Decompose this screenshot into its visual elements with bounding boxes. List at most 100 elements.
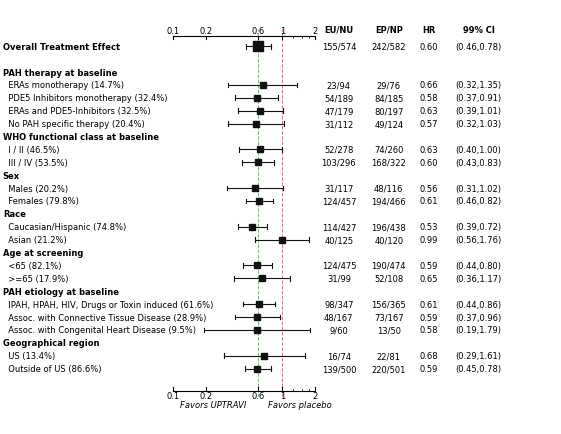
Text: 0.59: 0.59 — [420, 364, 438, 373]
Text: Overall Treatment Effect: Overall Treatment Effect — [3, 43, 120, 52]
Text: 0.1: 0.1 — [167, 27, 180, 36]
Text: 52/278: 52/278 — [324, 145, 353, 155]
Text: 194/466: 194/466 — [371, 197, 406, 206]
Text: 1: 1 — [280, 391, 285, 400]
Text: 0.1: 0.1 — [167, 391, 180, 400]
Text: 0.68: 0.68 — [419, 352, 438, 360]
Text: 48/116: 48/116 — [374, 184, 403, 193]
Text: 31/117: 31/117 — [324, 184, 353, 193]
Text: 139/500: 139/500 — [321, 364, 356, 373]
Text: (0.56,1.76): (0.56,1.76) — [456, 236, 502, 245]
Text: Favors placebo: Favors placebo — [268, 400, 332, 409]
Text: 29/76: 29/76 — [376, 81, 401, 90]
Text: (0.44,0.86): (0.44,0.86) — [456, 300, 502, 309]
Text: (0.46,0.82): (0.46,0.82) — [456, 197, 502, 206]
Text: Asian (21.2%): Asian (21.2%) — [3, 236, 67, 245]
Text: Assoc. with Congenital Heart Disease (9.5%): Assoc. with Congenital Heart Disease (9.… — [3, 326, 196, 335]
Text: 0.60: 0.60 — [420, 43, 438, 52]
Text: (0.19,1.79): (0.19,1.79) — [456, 326, 502, 335]
Text: 0.56: 0.56 — [420, 184, 438, 193]
Text: I / II (46.5%): I / II (46.5%) — [3, 145, 59, 155]
Text: EU/NU: EU/NU — [324, 26, 353, 35]
Text: 0.59: 0.59 — [420, 313, 438, 322]
Text: (0.44,0.80): (0.44,0.80) — [456, 261, 502, 270]
Text: 98/347: 98/347 — [324, 300, 353, 309]
Text: (0.37,0.96): (0.37,0.96) — [456, 313, 502, 322]
Text: 0.57: 0.57 — [420, 120, 438, 129]
Text: 40/120: 40/120 — [374, 236, 403, 245]
Text: 242/582: 242/582 — [371, 43, 406, 52]
Text: EP/NP: EP/NP — [375, 26, 403, 35]
Text: 40/125: 40/125 — [324, 236, 353, 245]
Text: 168/322: 168/322 — [371, 158, 406, 168]
Text: Geographical region: Geographical region — [3, 339, 99, 348]
Text: 114/427: 114/427 — [321, 223, 356, 232]
Text: (0.37,0.91): (0.37,0.91) — [456, 94, 502, 103]
Text: 47/179: 47/179 — [324, 107, 353, 116]
Text: 31/99: 31/99 — [327, 274, 351, 283]
Text: >=65 (17.9%): >=65 (17.9%) — [3, 274, 68, 283]
Text: 0.63: 0.63 — [419, 145, 438, 155]
Text: Females (79.8%): Females (79.8%) — [3, 197, 79, 206]
Text: WHO functional class at baseline: WHO functional class at baseline — [3, 133, 159, 141]
Text: 0.60: 0.60 — [420, 158, 438, 168]
Text: US (13.4%): US (13.4%) — [3, 352, 55, 360]
Text: 0.2: 0.2 — [200, 391, 213, 400]
Text: Males (20.2%): Males (20.2%) — [3, 184, 68, 193]
Text: 1: 1 — [280, 27, 285, 36]
Text: 0.58: 0.58 — [420, 94, 438, 103]
Text: 155/574: 155/574 — [321, 43, 356, 52]
Text: 0.58: 0.58 — [420, 326, 438, 335]
Text: ERAs monotherapy (14.7%): ERAs monotherapy (14.7%) — [3, 81, 124, 90]
Text: (0.45,0.78): (0.45,0.78) — [456, 364, 502, 373]
Text: No PAH specific therapy (20.4%): No PAH specific therapy (20.4%) — [3, 120, 145, 129]
Text: 2: 2 — [312, 27, 318, 36]
Text: 99% CI: 99% CI — [463, 26, 494, 35]
Text: (0.46,0.78): (0.46,0.78) — [456, 43, 502, 52]
Text: 0.61: 0.61 — [420, 197, 438, 206]
Text: 16/74: 16/74 — [327, 352, 351, 360]
Text: 0.99: 0.99 — [420, 236, 438, 245]
Text: PAH therapy at baseline: PAH therapy at baseline — [3, 68, 117, 77]
Text: (0.39,0.72): (0.39,0.72) — [456, 223, 502, 232]
Text: Assoc. with Connective Tissue Disease (28.9%): Assoc. with Connective Tissue Disease (2… — [3, 313, 206, 322]
Text: PAH etiology at baseline: PAH etiology at baseline — [3, 287, 119, 296]
Text: 54/189: 54/189 — [324, 94, 353, 103]
Text: 23/94: 23/94 — [327, 81, 351, 90]
Text: 124/457: 124/457 — [321, 197, 356, 206]
Text: Outside of US (86.6%): Outside of US (86.6%) — [3, 364, 102, 373]
Text: 0.53: 0.53 — [420, 223, 438, 232]
Text: (0.32,1.35): (0.32,1.35) — [456, 81, 502, 90]
Text: 220/501: 220/501 — [371, 364, 406, 373]
Text: 0.65: 0.65 — [420, 274, 438, 283]
Text: 9/60: 9/60 — [329, 326, 348, 335]
Text: (0.40,1.00): (0.40,1.00) — [456, 145, 502, 155]
Text: 0.63: 0.63 — [419, 107, 438, 116]
Text: 156/365: 156/365 — [371, 300, 406, 309]
Text: 196/438: 196/438 — [371, 223, 406, 232]
Text: (0.43,0.83): (0.43,0.83) — [456, 158, 502, 168]
Text: 48/167: 48/167 — [324, 313, 353, 322]
Text: 0.59: 0.59 — [420, 261, 438, 270]
Text: 103/296: 103/296 — [321, 158, 356, 168]
Text: 31/112: 31/112 — [324, 120, 353, 129]
Text: 124/475: 124/475 — [321, 261, 356, 270]
Text: 0.6: 0.6 — [251, 391, 265, 400]
Text: Race: Race — [3, 210, 26, 219]
Text: IPAH, HPAH, HIV, Drugs or Toxin induced (61.6%): IPAH, HPAH, HIV, Drugs or Toxin induced … — [3, 300, 213, 309]
Text: 190/474: 190/474 — [371, 261, 406, 270]
Text: PDE5 Inhibitors monotherapy (32.4%): PDE5 Inhibitors monotherapy (32.4%) — [3, 94, 167, 103]
Text: Favors UPTRAVI: Favors UPTRAVI — [181, 400, 247, 409]
Text: 2: 2 — [312, 391, 318, 400]
Text: 0.6: 0.6 — [251, 27, 265, 36]
Text: (0.32,1.03): (0.32,1.03) — [456, 120, 502, 129]
Text: Sex: Sex — [3, 171, 20, 180]
Text: 80/197: 80/197 — [374, 107, 403, 116]
Text: 84/185: 84/185 — [374, 94, 403, 103]
Text: 52/108: 52/108 — [374, 274, 403, 283]
Text: (0.36,1.17): (0.36,1.17) — [456, 274, 502, 283]
Text: ERAs and PDE5-Inhibitors (32.5%): ERAs and PDE5-Inhibitors (32.5%) — [3, 107, 150, 116]
Text: (0.31,1.02): (0.31,1.02) — [456, 184, 502, 193]
Text: (0.39,1.01): (0.39,1.01) — [456, 107, 502, 116]
Text: 73/167: 73/167 — [374, 313, 403, 322]
